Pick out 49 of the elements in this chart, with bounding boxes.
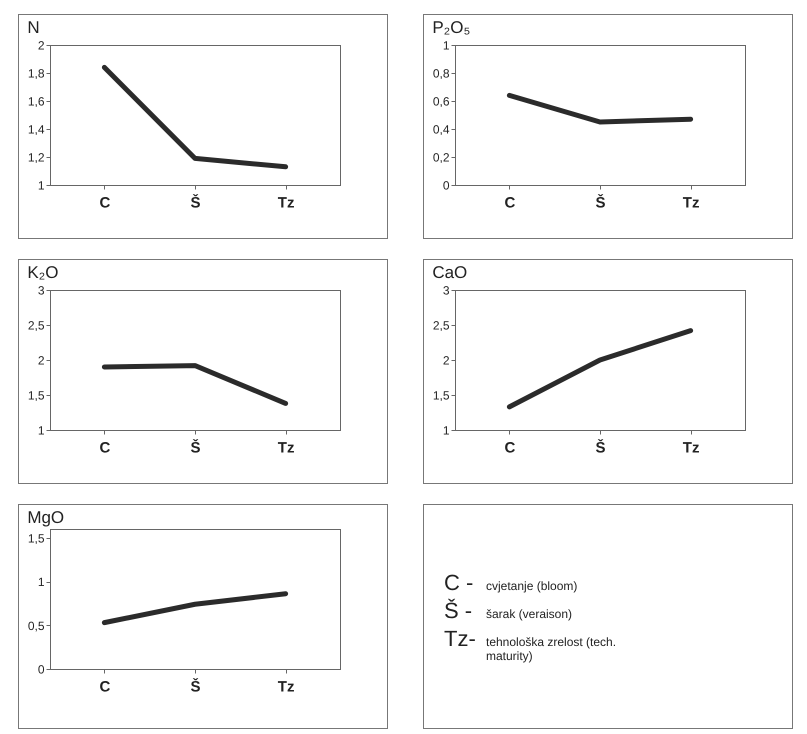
x-tick-label: Tz — [278, 440, 294, 456]
y-tick-label: 3 — [38, 284, 45, 298]
y-tick-label: 0,2 — [432, 150, 450, 164]
y-tick-label: 1,6 — [28, 94, 45, 108]
x-tick-label: C — [99, 678, 110, 696]
y-tick-label: 1 — [38, 424, 45, 438]
x-tick-label: Š — [190, 438, 201, 456]
y-tick-label: 0,6 — [432, 94, 450, 108]
x-tick-label: Tz — [682, 440, 700, 456]
y-tick-label: 1,2 — [28, 150, 45, 164]
y-tick-label: 1 — [442, 424, 450, 438]
y-tick-label: 1,4 — [28, 122, 45, 136]
y-tick-label: 0,4 — [432, 122, 450, 136]
y-tick-label: 2 — [442, 354, 450, 368]
x-tick-label: Š — [595, 438, 606, 456]
y-tick-label: 0 — [442, 178, 450, 192]
y-tick-label: 1,5 — [28, 388, 45, 402]
x-tick-label: Š — [190, 194, 201, 212]
text: Š - šarak (veraison) — [444, 598, 574, 624]
x-tick-label: Š — [595, 194, 606, 212]
chart-title: P₂O₅ — [432, 18, 470, 37]
x-tick-label: C — [504, 440, 516, 456]
chart-title: CaO — [432, 263, 468, 282]
y-tick-label: 3 — [442, 284, 450, 298]
x-tick-label: Tz — [278, 194, 294, 212]
x-tick-label: Š — [190, 678, 201, 696]
y-tick-label: 0 — [38, 662, 45, 676]
y-tick-label: 1,5 — [432, 388, 450, 402]
chart-title: K₂O — [27, 263, 58, 282]
chart-title: MgO — [27, 508, 64, 527]
y-tick-label: 1 — [442, 38, 450, 52]
text: C - cvjetanje (bloom) — [444, 570, 578, 596]
y-tick-label: 1,5 — [28, 531, 45, 546]
x-tick-label: C — [504, 194, 516, 212]
y-tick-label: 0,8 — [432, 66, 450, 80]
y-tick-label: 0,5 — [28, 618, 45, 633]
y-tick-label: 2,5 — [432, 318, 450, 332]
x-tick-label: C — [99, 194, 110, 212]
y-tick-label: 1 — [38, 575, 45, 589]
y-tick-label: 1 — [38, 178, 45, 192]
y-tick-label: 2,5 — [28, 318, 45, 332]
x-tick-label: Tz — [278, 678, 294, 696]
x-tick-label: Tz — [682, 194, 700, 212]
y-tick-label: 2 — [38, 354, 45, 368]
x-tick-label: C — [99, 440, 110, 456]
y-tick-label: 1,8 — [28, 66, 45, 80]
text: Tz- tehnološka zrelost (tech. maturity) — [444, 626, 618, 663]
y-tick-label: 2 — [38, 38, 45, 52]
chart-title: N — [27, 18, 40, 37]
